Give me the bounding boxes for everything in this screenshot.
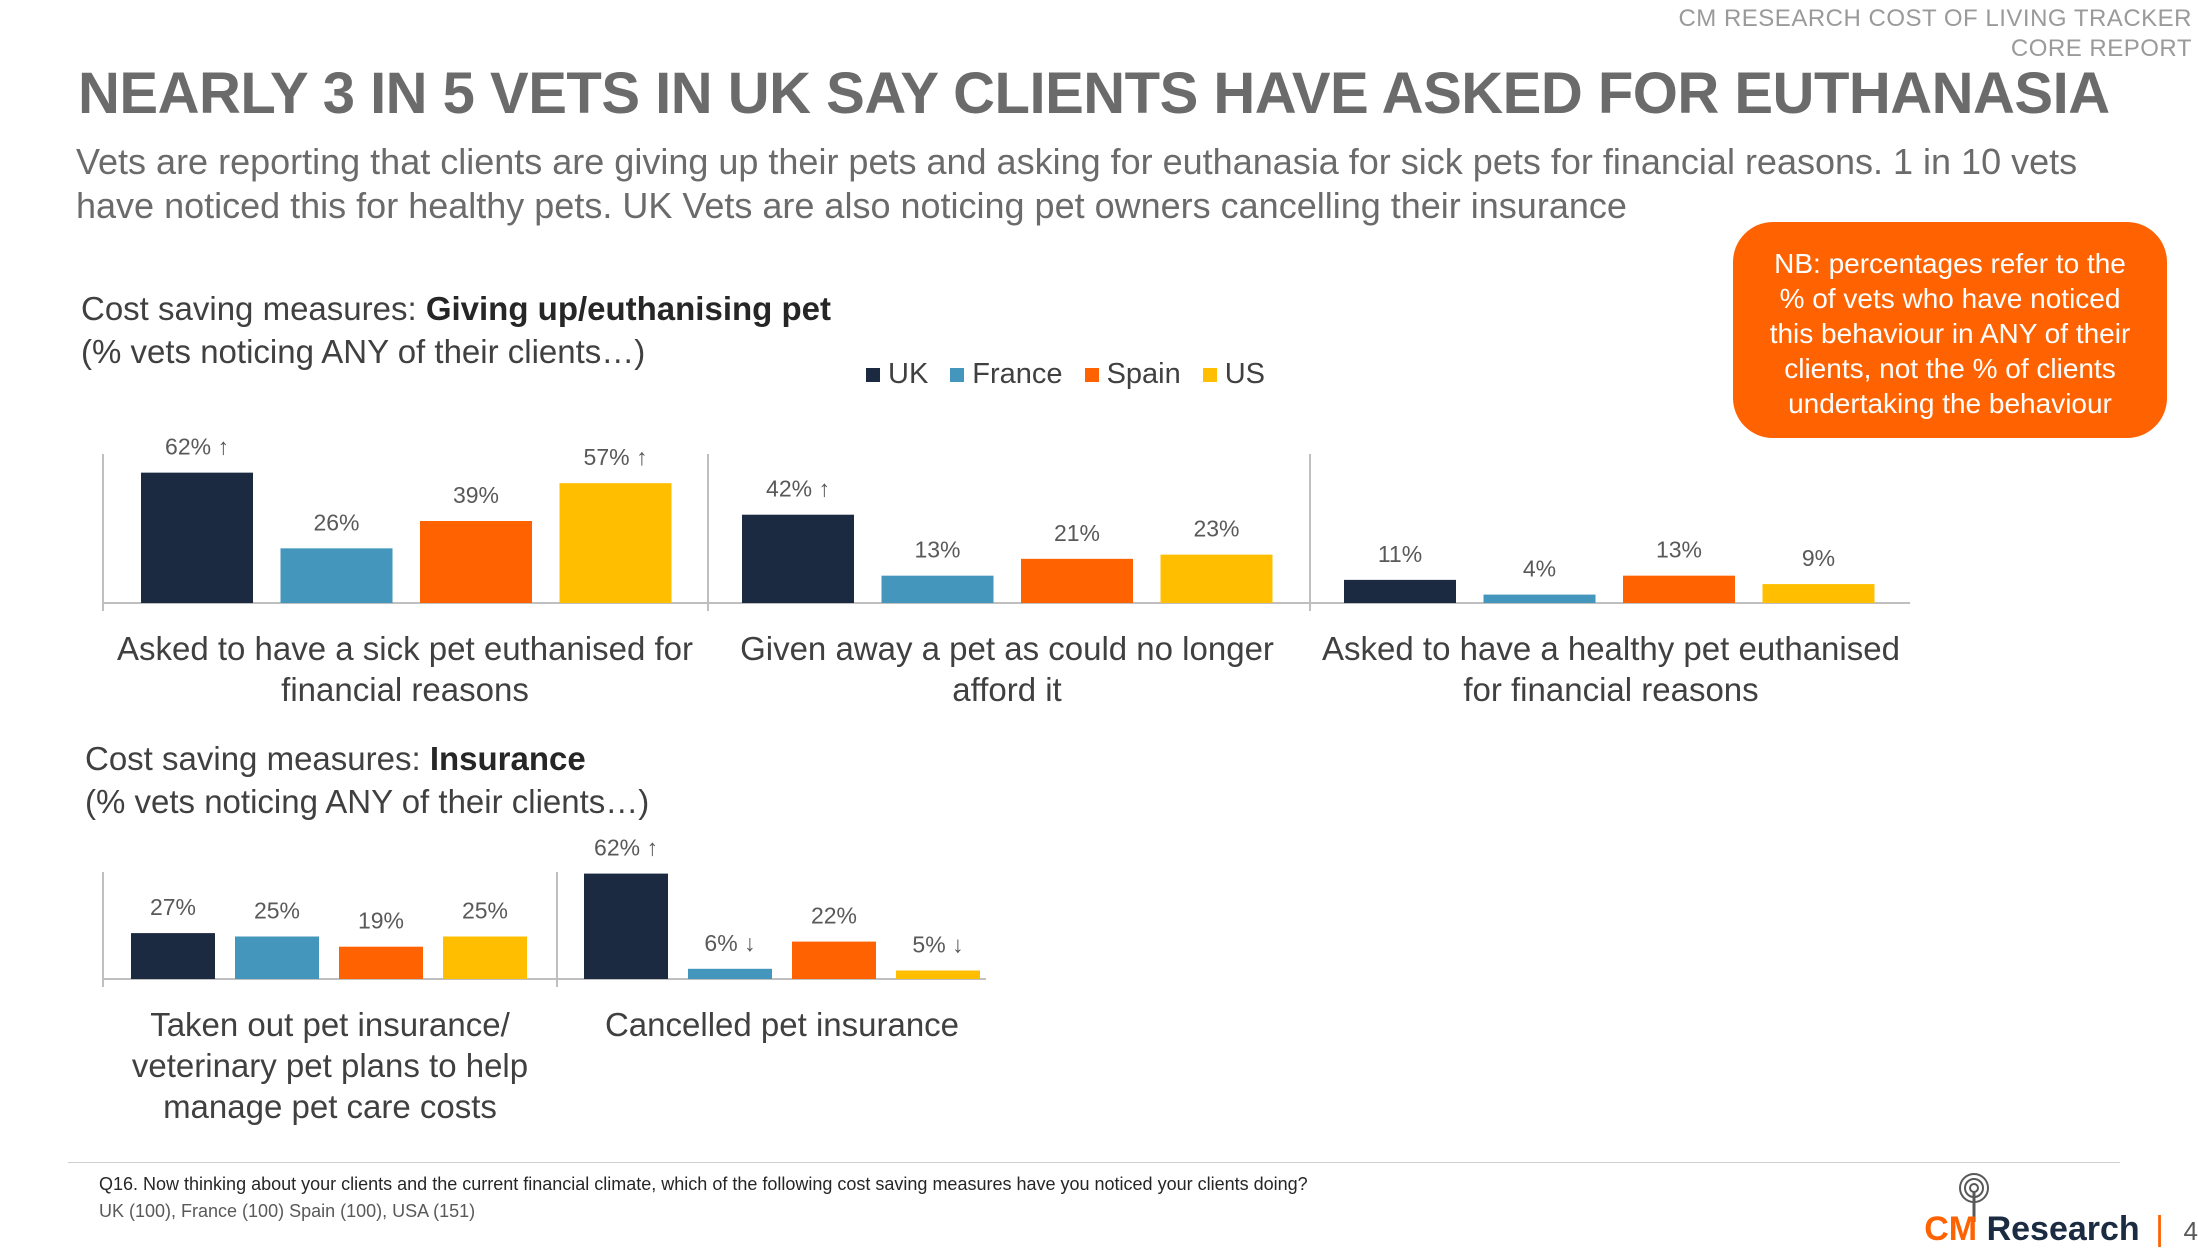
- section2-subtitle: (% vets noticing ANY of their clients…): [85, 783, 650, 820]
- bar-spain: [1021, 558, 1133, 603]
- tracker-title: CM RESEARCH COST OF LIVING TRACKER: [1678, 5, 2192, 32]
- note-callout: NB: percentages refer to the % of vets w…: [1733, 222, 2167, 438]
- bar-spain: [420, 521, 532, 603]
- bar-us: [896, 970, 980, 979]
- page-title: NEARLY 3 IN 5 VETS IN UK SAY CLIENTS HAV…: [78, 61, 2110, 126]
- section1-prefix: Cost saving measures:: [81, 290, 426, 327]
- category-label: Asked to have a healthy pet euthanised f…: [1322, 630, 1900, 708]
- legend-item-us: US: [1202, 358, 1266, 391]
- data-label: 11%: [1378, 541, 1422, 567]
- section2-bold: Insurance: [429, 740, 586, 777]
- legend-item-spain: Spain: [1084, 358, 1181, 391]
- category-label: Taken out pet insurance/ veterinary pet …: [131, 1006, 529, 1125]
- data-label: 21%: [1054, 520, 1100, 546]
- section1-title: Cost saving measures: Giving up/euthanis…: [81, 287, 831, 373]
- bar-us: [559, 483, 672, 603]
- section2-prefix: Cost saving measures:: [85, 740, 430, 777]
- page-subtitle: Vets are reporting that clients are givi…: [76, 141, 2078, 226]
- bar-france: [1483, 594, 1596, 603]
- page-number: 4: [2183, 1216, 2198, 1246]
- category-label: Asked to have a sick pet euthanised for …: [116, 630, 694, 708]
- company-logo: CM Research |: [1924, 1210, 2164, 1249]
- category-label: Given away a pet as could no longer affo…: [740, 630, 1274, 708]
- data-label: 27%: [150, 894, 196, 920]
- legend-swatch: [1084, 367, 1099, 382]
- footer-divider: [68, 1162, 2120, 1163]
- bar-uk: [584, 873, 668, 979]
- data-label: 23%: [1193, 516, 1239, 542]
- legend-item-uk: UK: [866, 358, 928, 391]
- report-header: CM RESEARCH COST OF LIVING TRACKER CORE …: [1678, 4, 2192, 64]
- legend-swatch: [950, 367, 965, 382]
- bar-france: [881, 575, 994, 603]
- data-label: 5% ↓: [912, 932, 963, 958]
- bar-uk: [1344, 579, 1456, 603]
- data-label: 13%: [1656, 537, 1702, 563]
- data-label: 57% ↑: [584, 444, 648, 470]
- legend-swatch: [1202, 367, 1217, 382]
- logo-bar: |: [2155, 1210, 2164, 1248]
- logo-icon: [1948, 1172, 2000, 1227]
- bar-us: [1762, 584, 1875, 603]
- chart-legend: UK France Spain US: [866, 358, 1265, 391]
- bar-us: [443, 936, 527, 979]
- data-label: 39%: [453, 482, 499, 508]
- legend-label: UK: [888, 358, 929, 390]
- survey-question: Q16. Now thinking about your clients and…: [99, 1174, 1308, 1194]
- legend-swatch: [866, 367, 880, 382]
- legend-label: France: [972, 358, 1063, 390]
- bar-france: [235, 936, 319, 979]
- data-label: 4%: [1523, 556, 1556, 582]
- bar-spain: [1623, 575, 1735, 603]
- data-label: 26%: [313, 509, 359, 535]
- legend-label: US: [1224, 358, 1266, 390]
- bar-uk: [742, 514, 854, 603]
- data-label: 6% ↓: [704, 930, 755, 956]
- legend-item-france: France: [950, 358, 1063, 391]
- section1-bold: Giving up/euthanising pet: [425, 290, 831, 327]
- data-label: 13%: [914, 537, 960, 563]
- data-label: 19%: [358, 908, 404, 934]
- bar-france: [280, 548, 393, 603]
- data-label: 9%: [1802, 545, 1835, 571]
- bar-france: [688, 968, 772, 979]
- logo-cm: CM: [1924, 1210, 1978, 1248]
- section2-title: Cost saving measures: Insurance (% vets …: [85, 737, 649, 823]
- section1-subtitle: (% vets noticing ANY of their clients…): [81, 333, 646, 370]
- data-label: 62% ↑: [165, 434, 229, 460]
- data-label: 22%: [811, 903, 857, 929]
- bar-spain: [339, 946, 423, 979]
- bar-uk: [131, 933, 215, 979]
- legend-label: Spain: [1106, 358, 1181, 390]
- report-type: CORE REPORT: [2010, 35, 2192, 62]
- bar-spain: [792, 941, 876, 979]
- logo-research: Research: [1986, 1210, 2140, 1248]
- data-label: 42% ↑: [766, 476, 830, 502]
- data-label: 25%: [462, 898, 508, 924]
- bar-us: [1160, 554, 1273, 603]
- sample-bases: UK (100), France (100) Spain (100), USA …: [99, 1201, 476, 1221]
- data-label: 25%: [254, 898, 300, 924]
- bar-uk: [141, 472, 253, 603]
- category-label: Cancelled pet insurance: [604, 1006, 960, 1043]
- data-label: 62% ↑: [594, 835, 658, 861]
